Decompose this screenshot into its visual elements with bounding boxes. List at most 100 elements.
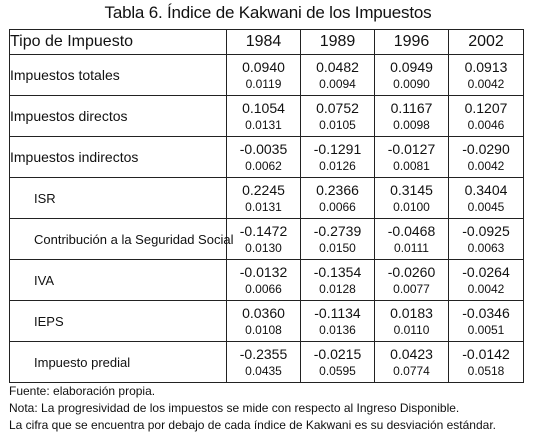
table-row: Contribución a la Seguridad Social -0.147… — [9, 218, 524, 260]
kakwani-index-value: -0.0346 — [462, 305, 510, 321]
value-cell: -0.2739 0.0150 — [300, 218, 375, 260]
tax-type-label: Impuesto predial — [9, 341, 227, 383]
kakwani-index-value: -0.2355 — [239, 346, 288, 362]
std-deviation-value: 0.0136 — [319, 323, 356, 337]
kakwani-index-value: 0.2245 — [242, 182, 285, 198]
std-deviation-value: 0.0131 — [245, 118, 282, 132]
header-year-1984: 1984 — [226, 29, 301, 55]
value-cell: -0.1354 0.0128 — [300, 259, 375, 301]
value-cell: -0.0346 0.0051 — [448, 300, 524, 342]
kakwani-index-value: -0.0142 — [462, 346, 510, 362]
value-cell: -0.0132 0.0066 — [226, 259, 301, 301]
kakwani-index-value: -0.0260 — [387, 264, 436, 280]
std-deviation-value: 0.0100 — [393, 200, 430, 214]
table-title: Tabla 6. Índice de Kakwani de los Impues… — [104, 3, 432, 22]
tax-type-label: Impuestos directos — [9, 95, 227, 137]
source-note: Fuente: elaboración propia. — [9, 384, 156, 398]
kakwani-index-value: -0.0290 — [462, 141, 510, 157]
kakwani-index-value: 0.3145 — [390, 182, 433, 198]
value-cell: 0.0183 0.0110 — [374, 300, 449, 342]
value-cell: -0.0290 0.0042 — [448, 136, 524, 178]
kakwani-index-value: 0.0940 — [242, 59, 285, 75]
kakwani-index-value: -0.0215 — [313, 346, 362, 362]
value-cell: -0.0468 0.0111 — [374, 218, 449, 260]
table-row: IEPS 0.0360 0.0108 -0.1134 0.0136 0.0183 0.011… — [9, 300, 524, 342]
kakwani-index-value: -0.0468 — [387, 223, 436, 239]
std-deviation-value: 0.0150 — [319, 241, 356, 255]
tax-type-label: ISR — [9, 177, 227, 219]
kakwani-index-value: 0.0360 — [242, 305, 285, 321]
value-cell: -0.0127 0.0081 — [374, 136, 449, 178]
std-deviation-value: 0.0046 — [467, 118, 505, 132]
std-deviation-value: 0.0094 — [319, 77, 356, 91]
std-deviation-value: 0.0131 — [245, 200, 282, 214]
table-row: Impuestos indirectos -0.0035 0.0062 -0.1291… — [9, 136, 524, 178]
value-cell: 0.2245 0.0131 — [226, 177, 301, 219]
table-row: ISR 0.2245 0.0131 0.2366 0.0066 0.3145 0.0100 0… — [9, 177, 524, 219]
kakwani-index-value: 0.0482 — [316, 59, 359, 75]
value-cell: -0.0035 0.0062 — [226, 136, 301, 178]
value-cell: -0.2355 0.0435 — [226, 341, 301, 383]
header-year-2002: 2002 — [448, 29, 524, 55]
kakwani-table: Tipo de Impuesto 1984 1989 1996 2002 Imp… — [9, 29, 524, 383]
kakwani-index-value: 0.0949 — [390, 59, 433, 75]
kakwani-index-value: -0.1291 — [313, 141, 362, 157]
std-deviation-value: 0.0111 — [394, 241, 429, 255]
header-year-1996: 1996 — [374, 29, 449, 55]
value-cell: 0.3145 0.0100 — [374, 177, 449, 219]
std-deviation-value: 0.0595 — [319, 364, 356, 378]
std-deviation-value: 0.0063 — [467, 241, 505, 255]
table-row: Impuesto predial -0.2355 0.0435 -0.0215 0.05… — [9, 341, 524, 383]
std-deviation-value: 0.0435 — [245, 364, 282, 378]
table-body: Impuestos totales 0.0940 0.0119 0.0482 0.009… — [9, 54, 524, 383]
value-cell: 0.0940 0.0119 — [226, 54, 301, 96]
kakwani-index-value: -0.0925 — [462, 223, 510, 239]
kakwani-index-value: -0.2739 — [313, 223, 362, 239]
kakwani-index-value: 0.1167 — [390, 100, 433, 116]
std-deviation-value: 0.0066 — [245, 282, 282, 296]
kakwani-index-value: 0.2366 — [316, 182, 359, 198]
value-cell: 0.2366 0.0066 — [300, 177, 375, 219]
value-cell: -0.0925 0.0063 — [448, 218, 524, 260]
value-cell: -0.0264 0.0042 — [448, 259, 524, 301]
value-cell: 0.3404 0.0045 — [448, 177, 524, 219]
value-cell: -0.1472 0.0130 — [226, 218, 301, 260]
std-deviation-value: 0.0518 — [467, 364, 505, 378]
progressivity-note: Nota: La progresividad de los impuestos … — [9, 401, 460, 415]
std-deviation-value: 0.0108 — [245, 323, 282, 337]
value-cell: 0.1054 0.0131 — [226, 95, 301, 137]
std-deviation-value: 0.0126 — [319, 159, 356, 173]
kakwani-index-value: 0.3404 — [464, 182, 508, 198]
std-deviation-value: 0.0042 — [467, 77, 505, 91]
tax-type-label: IVA — [9, 259, 227, 301]
std-deviation-value: 0.0090 — [393, 77, 430, 91]
std-deviation-value: 0.0119 — [245, 77, 282, 91]
std-deviation-value: 0.0774 — [393, 364, 430, 378]
value-cell: -0.0142 0.0518 — [448, 341, 524, 383]
value-cell: 0.0752 0.0105 — [300, 95, 375, 137]
std-deviation-value: 0.0130 — [245, 241, 282, 255]
std-deviation-value: 0.0105 — [319, 118, 356, 132]
kakwani-index-value: -0.0264 — [462, 264, 510, 280]
kakwani-index-value: 0.0752 — [316, 100, 359, 116]
tax-type-label: Impuestos indirectos — [9, 136, 227, 178]
value-cell: 0.0360 0.0108 — [226, 300, 301, 342]
table-row: Impuestos directos 0.1054 0.0131 0.0752 0.01… — [9, 95, 524, 137]
header-tax-type: Tipo de Impuesto — [9, 29, 227, 55]
std-deviation-value: 0.0128 — [319, 282, 356, 296]
value-cell: 0.1207 0.0046 — [448, 95, 524, 137]
value-cell: -0.1291 0.0126 — [300, 136, 375, 178]
std-deviation-value: 0.0081 — [393, 159, 430, 173]
value-cell: 0.0423 0.0774 — [374, 341, 449, 383]
std-deviation-value: 0.0042 — [467, 282, 505, 296]
kakwani-index-value: -0.0132 — [239, 264, 288, 280]
std-deviation-value: 0.0077 — [393, 282, 430, 296]
kakwani-index-value: 0.1207 — [464, 100, 508, 116]
kakwani-index-value: 0.0913 — [464, 59, 508, 75]
kakwani-index-value: 0.0183 — [390, 305, 433, 321]
std-deviation-value: 0.0110 — [393, 323, 430, 337]
kakwani-index-value: 0.1054 — [242, 100, 285, 116]
tax-type-label: Impuestos totales — [9, 54, 227, 96]
value-cell: -0.1134 0.0136 — [300, 300, 375, 342]
std-deviation-value: 0.0098 — [393, 118, 430, 132]
